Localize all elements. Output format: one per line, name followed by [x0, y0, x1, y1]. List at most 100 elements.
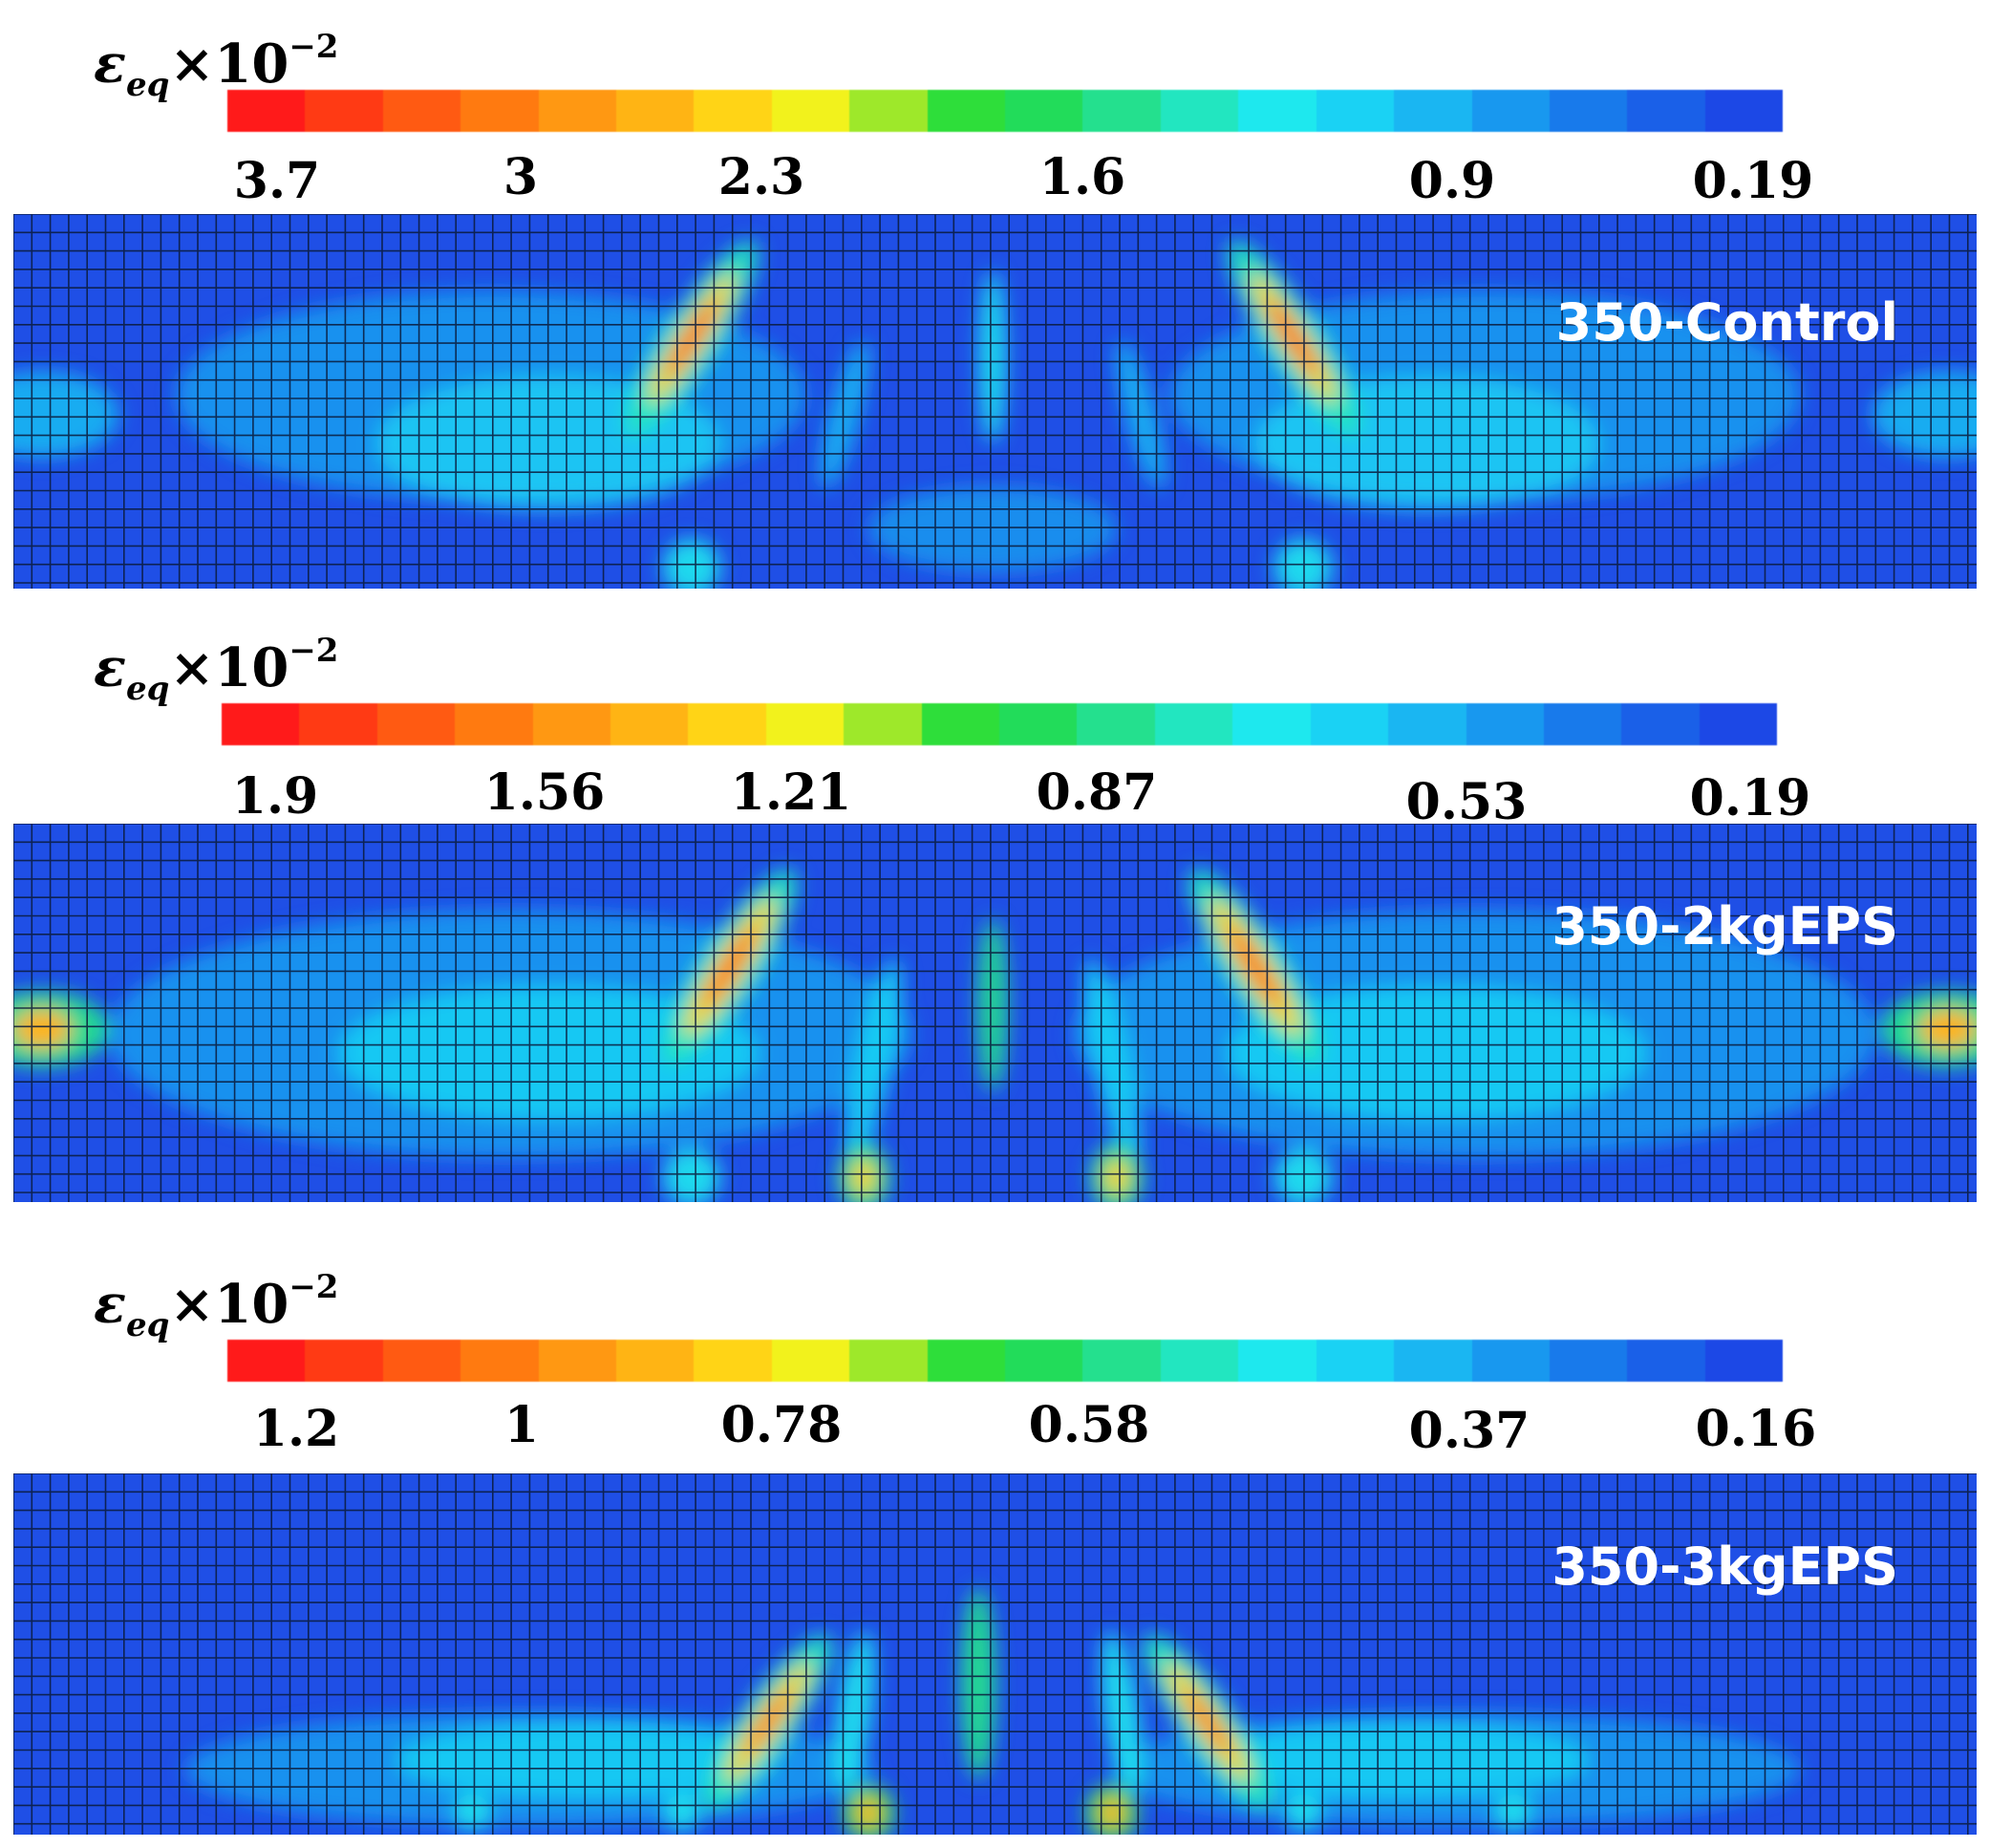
colorbar-segment: [610, 703, 689, 745]
strain-region: [1116, 340, 1166, 489]
colorbar-segment: [299, 703, 377, 745]
legend-label: εeq×10−2: [94, 31, 338, 101]
legend-exponent: −2: [289, 28, 339, 66]
colorbar-segment: [1082, 1340, 1161, 1382]
strain-region: [1286, 1794, 1320, 1832]
strain-region: [1229, 926, 1282, 1008]
colorbar-segment: [1471, 1340, 1550, 1382]
panel-3kgeps: εeq×10−2 1.2 1 0.78 0.58 0.37 0.16 350-3…: [0, 1267, 1990, 1840]
colorbar-segment: [1082, 90, 1161, 132]
colorbar-segment: [1543, 703, 1622, 745]
colorbar-segment: [694, 90, 772, 132]
colorbar-segment: [1388, 703, 1466, 745]
strain-region: [1101, 1631, 1143, 1794]
colorbar-segment: [1466, 703, 1544, 745]
strain-region: [745, 1690, 791, 1753]
colorbar-segment: [849, 1340, 928, 1382]
legend-symbol: ε: [94, 32, 127, 96]
colorbar-tick-label: 1.9: [231, 767, 319, 826]
legend-subscript: eq: [126, 1306, 170, 1344]
colorbar-tick-label: 1.21: [730, 763, 852, 822]
strain-contour-plot: [13, 1473, 1977, 1835]
legend-multiplier: ×10: [169, 1273, 289, 1336]
colorbar-segment: [538, 90, 617, 132]
strain-region: [1268, 299, 1319, 377]
colorbar-tick-label: 0.9: [1408, 152, 1496, 210]
strain-region: [833, 1631, 875, 1794]
colorbar: [227, 1340, 1784, 1382]
strain-region: [1227, 986, 1647, 1120]
fe-mesh: [13, 214, 1977, 589]
colorbar-segment: [1160, 90, 1239, 132]
colorbar-segment: [460, 1340, 539, 1382]
colorbar-tick-label: 0.78: [720, 1396, 843, 1454]
fe-mesh: [13, 824, 1977, 1202]
strain-region: [844, 959, 903, 1166]
colorbar-segment: [844, 703, 922, 745]
strain-region: [1496, 1794, 1530, 1832]
panel-2kgeps: εeq×10−2 1.9 1.56 1.21 0.87 0.53 0.19 35…: [0, 631, 1990, 1204]
specimen-label: 350-Control: [1555, 292, 1898, 353]
colorbar-segment: [771, 90, 850, 132]
colorbar-segment: [1005, 1340, 1083, 1382]
specimen-label: 350-3kgEPS: [1551, 1536, 1898, 1597]
strain-region: [1274, 1149, 1332, 1202]
colorbar-segment: [616, 1340, 695, 1382]
colorbar-segment: [694, 1340, 772, 1382]
strain-contour-plot: [13, 824, 1977, 1202]
colorbar-segment: [1704, 90, 1784, 132]
colorbar-segment: [765, 703, 845, 745]
strain-region: [1919, 1010, 1977, 1048]
colorbar-segment: [999, 703, 1078, 745]
colorbar-tick-label: 1: [503, 1396, 540, 1454]
colorbar: [227, 90, 1784, 132]
colorbar-segment: [1471, 90, 1550, 132]
strain-region: [703, 926, 757, 1008]
colorbar-segment: [305, 90, 383, 132]
strain-region: [1185, 1690, 1230, 1753]
colorbar-segment: [616, 90, 695, 132]
colorbar-segment: [771, 1340, 850, 1382]
colorbar-tick-label: 0.53: [1405, 773, 1528, 831]
colorbar-tick-label: 0.58: [1028, 1396, 1150, 1454]
legend-label: εeq×10−2: [94, 634, 338, 705]
contour-field: [13, 214, 1977, 589]
colorbar-segment: [1699, 703, 1778, 745]
legend-symbol: ε: [94, 1273, 127, 1336]
colorbar-segment: [1077, 703, 1155, 745]
colorbar-tick-label: 0.19: [1692, 152, 1814, 210]
colorbar-segment: [538, 1340, 617, 1382]
legend-exponent: −2: [289, 632, 339, 670]
colorbar-segment: [1316, 1340, 1395, 1382]
colorbar-tick-label: 2.3: [717, 148, 805, 206]
colorbar-segment: [849, 90, 928, 132]
colorbar-segment: [532, 703, 611, 745]
colorbar-segment: [1704, 1340, 1784, 1382]
legend-multiplier: ×10: [169, 636, 289, 699]
legend-label: εeq×10−2: [94, 1271, 338, 1342]
colorbar-segment: [1310, 703, 1389, 745]
colorbar-tick-label: 3.7: [233, 152, 321, 210]
fe-mesh: [13, 1473, 1977, 1835]
strain-region: [820, 340, 869, 489]
colorbar-segment: [376, 703, 456, 745]
strain-region: [868, 486, 1117, 572]
strain-region: [396, 1722, 778, 1798]
contour-field: [13, 1473, 1977, 1835]
colorbar-segment: [227, 90, 306, 132]
strain-region: [665, 1794, 699, 1832]
strain-region: [1872, 372, 1977, 458]
colorbar-segment: [1627, 1340, 1705, 1382]
colorbar-segment: [1160, 1340, 1239, 1382]
colorbar-segment: [927, 1340, 1006, 1382]
colorbar-segment: [1316, 90, 1395, 132]
legend-subscript: eq: [126, 670, 170, 708]
strain-region: [455, 1794, 489, 1832]
colorbar-segment: [455, 703, 533, 745]
colorbar-segment: [222, 703, 300, 745]
colorbar-tick-label: 1.56: [483, 763, 606, 822]
legend-exponent: −2: [289, 1268, 339, 1306]
colorbar-segment: [1549, 1340, 1628, 1382]
legend-symbol: ε: [94, 636, 127, 699]
colorbar-segment: [1394, 90, 1472, 132]
